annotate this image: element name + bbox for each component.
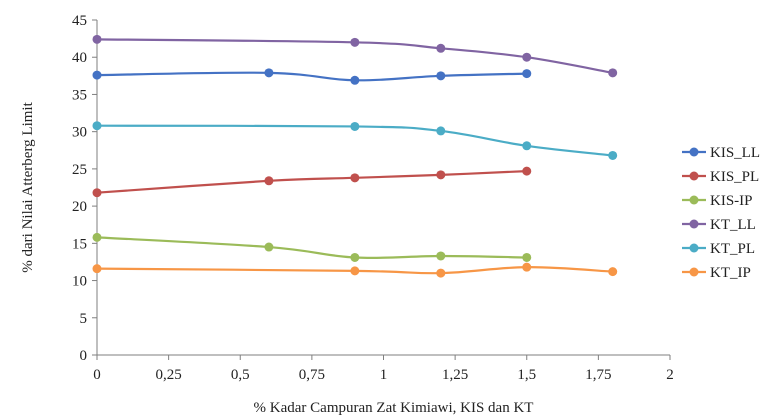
- legend-item: KT_PL: [682, 241, 755, 257]
- data-point: [92, 121, 102, 131]
- data-point: [350, 173, 360, 183]
- data-point: [92, 188, 102, 198]
- data-point: [436, 43, 446, 53]
- x-tick-label: 1: [380, 367, 388, 383]
- data-point: [608, 68, 618, 78]
- series-kt-ip: [92, 262, 618, 278]
- legend-item: KT_LL: [682, 217, 756, 233]
- data-point: [436, 126, 446, 136]
- x-tick-label: 0,25: [156, 367, 182, 383]
- x-tick-label: 2: [666, 367, 674, 383]
- data-point: [92, 264, 102, 274]
- data-point: [350, 37, 360, 47]
- legend-label: KT_LL: [710, 217, 756, 233]
- y-tick-label: 10: [72, 274, 87, 290]
- series-layer: [92, 34, 618, 278]
- y-tick-label: 40: [72, 50, 87, 66]
- y-axis-title: % dari Nilai Atterberg Limit: [20, 101, 36, 272]
- data-point: [264, 176, 274, 186]
- data-point: [264, 68, 274, 78]
- legend-item: KT_IP: [682, 265, 751, 281]
- data-point: [264, 242, 274, 252]
- series-line: [96, 236, 527, 260]
- legend-marker: [689, 219, 699, 229]
- x-tick-label: 1,25: [442, 367, 468, 383]
- data-point: [350, 266, 360, 276]
- x-axis-title: % Kadar Campuran Zat Kimiawi, KIS dan KT: [254, 400, 534, 416]
- y-tick-label: 5: [80, 311, 88, 327]
- data-point: [608, 267, 618, 277]
- y-tick-label: 20: [72, 199, 87, 215]
- data-point: [92, 34, 102, 44]
- data-point: [522, 141, 532, 151]
- y-tick-label: 30: [72, 125, 87, 141]
- x-tick-label: 0: [93, 367, 101, 383]
- y-tick-label: 15: [72, 236, 87, 252]
- data-point: [608, 150, 618, 160]
- series-kt-pl: [92, 121, 618, 160]
- x-tick-label: 1,5: [517, 367, 536, 383]
- legend-item: KIS_PL: [682, 169, 759, 185]
- data-point: [436, 170, 446, 180]
- legend-item: KIS-IP: [682, 193, 753, 209]
- x-tick-label: 1,75: [585, 367, 611, 383]
- y-tick-label: 45: [72, 13, 87, 29]
- legend-label: KT_PL: [710, 241, 755, 257]
- legend-marker: [689, 195, 699, 205]
- legend-label: KIS-IP: [710, 193, 753, 209]
- series-line: [96, 38, 613, 74]
- data-point: [436, 268, 446, 278]
- axes: 0 5 10 15 20 25 30 35 40 45 0 0,25 0,5 0,75 1 1,25 1,5 1,…: [72, 13, 674, 383]
- x-tick-label: 0,5: [231, 367, 250, 383]
- series-line: [96, 71, 527, 82]
- series-line: [96, 266, 613, 275]
- x-tick-label: 0,75: [299, 367, 325, 383]
- series-line: [96, 124, 613, 157]
- series-kt-ll: [92, 34, 618, 78]
- legend-item: KIS_LL: [682, 145, 760, 161]
- data-point: [522, 69, 532, 79]
- data-point: [522, 252, 532, 262]
- data-point: [350, 252, 360, 262]
- data-point: [522, 52, 532, 62]
- legend-marker: [689, 171, 699, 181]
- series-kis-ip: [92, 232, 532, 262]
- series-line: [96, 170, 527, 194]
- legend-marker: [689, 147, 699, 157]
- series-kis-ll: [92, 68, 532, 85]
- y-tick-label: 0: [80, 348, 88, 364]
- legend-marker: [689, 267, 699, 277]
- data-point: [436, 251, 446, 261]
- data-point: [522, 166, 532, 176]
- data-point: [92, 232, 102, 242]
- legend: KIS_LL KIS_PL KIS-IP KT_LL KT_PL KT_IP: [682, 145, 760, 281]
- legend-label: KIS_LL: [710, 145, 760, 161]
- data-point: [522, 262, 532, 272]
- legend-marker: [689, 243, 699, 253]
- series-kis-pl: [92, 166, 532, 198]
- legend-label: KIS_PL: [710, 169, 759, 185]
- y-tick-label: 25: [72, 162, 87, 178]
- data-point: [350, 121, 360, 131]
- y-tick-label: 35: [72, 87, 87, 103]
- data-point: [350, 75, 360, 85]
- data-point: [92, 70, 102, 80]
- legend-label: KT_IP: [710, 265, 751, 281]
- data-point: [436, 71, 446, 81]
